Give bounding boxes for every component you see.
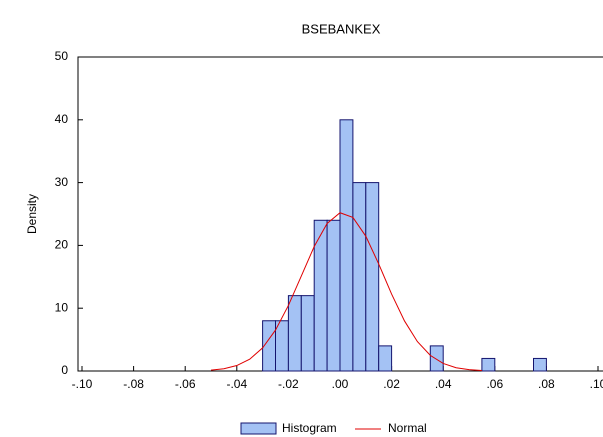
bar	[275, 320, 289, 372]
y-tick-label: 0	[61, 363, 68, 377]
bar	[429, 345, 444, 372]
bar	[287, 295, 302, 372]
bar	[365, 182, 380, 372]
y-tick-label: 30	[55, 175, 69, 189]
legend-swatch	[240, 422, 277, 435]
bar	[481, 357, 496, 372]
bar	[339, 119, 354, 372]
bar	[326, 219, 341, 372]
x-tick-label: -.02	[278, 377, 299, 391]
x-tick-label: .08	[538, 377, 555, 391]
y-tick-label: 50	[55, 49, 69, 63]
chart-title: BSEBANKEX	[302, 21, 381, 36]
x-tick-label: -.04	[226, 377, 247, 391]
legend-label: Histogram	[282, 421, 337, 435]
x-tick-label: .02	[383, 377, 400, 391]
y-tick-label: 10	[55, 300, 69, 314]
bar	[378, 345, 393, 372]
bar	[533, 357, 547, 372]
legend-label: Normal	[388, 421, 427, 435]
x-tick-label: .06	[486, 377, 503, 391]
x-tick-label: .10	[590, 377, 603, 391]
normal-curve	[210, 212, 482, 372]
x-tick-label: -.08	[123, 377, 144, 391]
bar	[300, 295, 315, 372]
y-tick-label: 20	[55, 238, 69, 252]
x-tick-label: -.06	[175, 377, 196, 391]
x-tick-label: .00	[332, 377, 349, 391]
bar	[352, 182, 367, 372]
x-tick-label: .04	[435, 377, 452, 391]
y-axis-label: Density	[25, 194, 39, 234]
x-tick-label: -.10	[72, 377, 93, 391]
y-tick-label: 40	[55, 112, 69, 126]
